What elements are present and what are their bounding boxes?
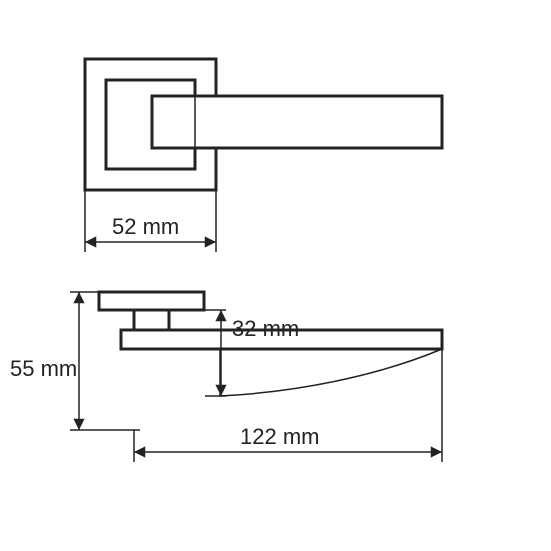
dim-32mm: 32 mm — [169, 310, 299, 396]
dim-55mm-label: 55 mm — [10, 356, 77, 381]
lever-sweep — [220, 349, 442, 396]
dimension-drawing: 52 mm 32 mm 55 mm 122 mm — [0, 0, 551, 551]
dim-52mm-label: 52 mm — [112, 214, 179, 239]
top-view — [85, 59, 442, 190]
side-view — [99, 292, 442, 396]
neck — [134, 310, 169, 330]
rosette-side — [99, 292, 204, 310]
dim-122mm-label: 122 mm — [240, 424, 319, 449]
dim-52mm: 52 mm — [85, 190, 216, 252]
dim-55mm: 55 mm — [10, 292, 140, 430]
drawing-svg: 52 mm 32 mm 55 mm 122 mm — [0, 0, 551, 551]
dim-32mm-label: 32 mm — [232, 316, 299, 341]
